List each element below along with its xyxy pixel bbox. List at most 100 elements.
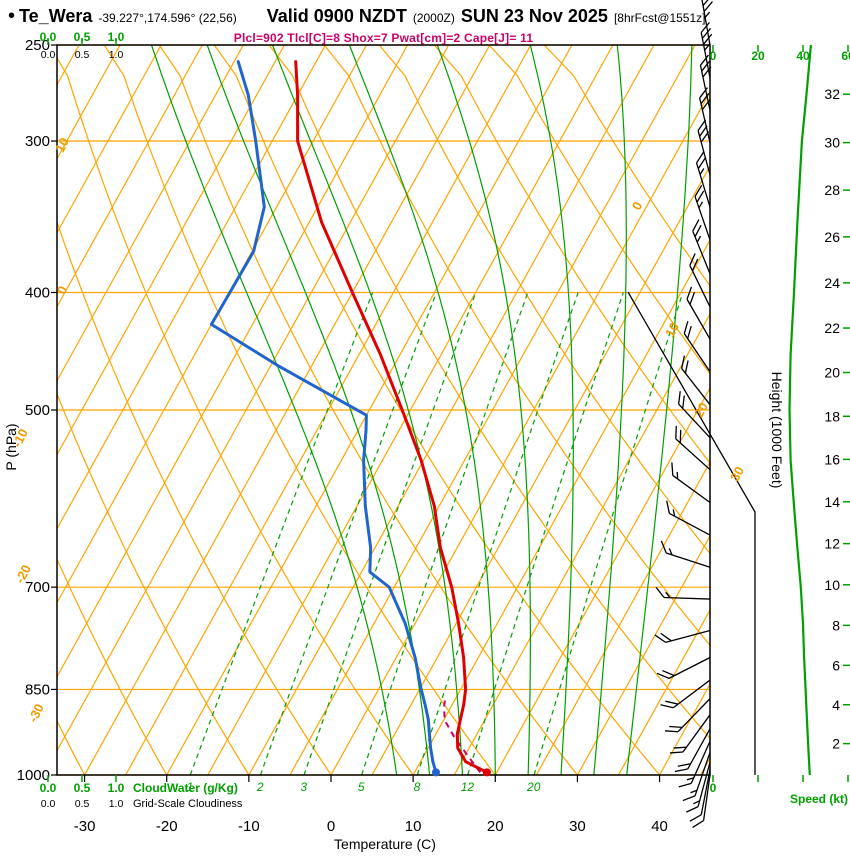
pressure-tick-label: 300	[25, 133, 50, 150]
pressure-tick-label: 500	[25, 402, 50, 419]
temperature-tick-label: 20	[487, 818, 504, 835]
svg-text:0: 0	[54, 283, 71, 296]
temperature-axis: -30 -20 -10 0 10 20 30 40 Temperature (C)	[74, 775, 668, 852]
station-coords: -39.227°,174.596° (22,56)	[98, 11, 237, 25]
cloudwater-tick-label: 1.0	[108, 781, 125, 795]
wind-barb	[695, 151, 711, 208]
cloudwater-tick-label: 0.5	[74, 781, 91, 795]
forecast-reference: [8hrFcst@1551z]	[613, 11, 706, 25]
svg-text:30: 30	[727, 464, 747, 484]
wind-barb	[697, 119, 711, 176]
data-boundary-line	[627, 291, 756, 775]
svg-text:0: 0	[629, 199, 646, 213]
wind-barb	[692, 219, 711, 274]
svg-text:-30: -30	[25, 701, 47, 725]
wind-barb	[689, 253, 711, 308]
wind-barb	[655, 586, 711, 600]
height-tick-label: 20	[824, 365, 840, 381]
height-tick-label: 4	[832, 697, 840, 713]
valid-date: SUN 23 Nov 2025	[460, 6, 608, 26]
height-axis-title: Height (1000 Feet)	[769, 372, 785, 489]
station-name: Te_Wera	[19, 6, 93, 26]
wind-barb	[686, 762, 711, 813]
sounding-indices: Plcl=902 Tlcl[C]=8 Shox=7 Pwat[cm]=2 Cap…	[233, 31, 534, 45]
parcel-curve	[442, 695, 482, 774]
temperature-tick-label: 40	[651, 818, 668, 835]
valid-time: Valid 0900 NZDT	[266, 6, 407, 26]
pressure-tick-label: 1000	[17, 767, 50, 784]
height-tick-label: 10	[824, 577, 840, 593]
wind-barb	[677, 391, 711, 439]
pressure-axis: 250 300 400 500 700 850 1000 P (hPa)	[3, 37, 57, 784]
height-tick-label: 26	[824, 229, 840, 245]
height-tick-label: 2	[832, 736, 840, 752]
speed-tick-label: 40	[796, 49, 810, 63]
temperature-tick-label: -30	[74, 818, 96, 835]
temperature-tick-label: -10	[238, 818, 260, 835]
cloudwater-axis-title: CloudWater (g/Kg)	[133, 781, 238, 795]
wind-barb	[682, 752, 711, 802]
temperature-tick-label: -20	[156, 818, 178, 835]
cloudwater-tick-label: 0.5	[74, 30, 91, 44]
wind-barb	[666, 500, 711, 536]
cloudiness-axis-title: Grid-Scale Cloudiness	[133, 798, 243, 810]
temperature-tick-label: 30	[569, 818, 586, 835]
mixing-ratio-label: 5	[358, 780, 365, 794]
wind-barb	[694, 184, 711, 241]
speed-profile-curve	[788, 44, 812, 776]
pressure-axis-title: P (hPa)	[3, 423, 19, 470]
valid-time-utc: (2000Z)	[412, 11, 455, 25]
surface-dewpoint-dot	[431, 768, 440, 777]
height-tick-label: 32	[824, 86, 840, 102]
wind-barb	[656, 656, 711, 679]
speed-axis-title: Speed (kt)	[790, 792, 848, 806]
height-tick-label: 6	[832, 657, 840, 673]
isotherm-lines	[57, 45, 710, 775]
height-tick-label: 14	[824, 494, 840, 510]
mixing-ratio-label: 12	[461, 780, 475, 794]
cloudiness-tick-label: 0.5	[75, 49, 90, 61]
cloudiness-tick-label: 0.0	[41, 798, 56, 810]
cloudiness-tick-label: 0.5	[75, 798, 90, 810]
speed-tick-label: 20	[751, 49, 765, 63]
height-tick-label: 8	[832, 617, 840, 633]
wind-barb	[660, 540, 711, 568]
isobar-lines	[57, 44, 710, 776]
cloudwater-tick-label: 1.0	[108, 30, 125, 44]
wind-barb	[669, 714, 711, 754]
dewpoint-curve	[209, 60, 440, 777]
pressure-tick-label: 250	[25, 37, 50, 54]
height-tick-label: 30	[824, 135, 840, 151]
wind-barbs	[654, 0, 713, 828]
speed-axis: 0 0 20 40 60 Speed (kt)	[710, 45, 850, 806]
wind-barb	[678, 741, 711, 788]
mixing-ratio-label: 3	[300, 780, 307, 794]
wind-barb	[689, 769, 711, 822]
wind-barb	[686, 286, 711, 340]
height-tick-label: 12	[824, 536, 840, 552]
wind-barb	[699, 54, 712, 111]
wind-barb	[671, 462, 711, 504]
title-bar: • Te_Wera -39.227°,174.596° (22,56) Vali…	[0, 6, 850, 27]
cloudwater-tick-label: 0.0	[40, 30, 57, 44]
speed-tick-label: 0	[710, 781, 717, 795]
temperature-axis-title: Temperature (C)	[334, 836, 436, 852]
pressure-tick-label: 850	[25, 681, 50, 698]
speed-tick-label: 60	[841, 49, 850, 63]
mixing-ratio-lines	[189, 292, 684, 775]
pressure-tick-label: 700	[25, 579, 50, 596]
temperature-tick-label: 0	[327, 818, 335, 835]
height-tick-label: 18	[824, 408, 840, 424]
cloudiness-scale: 0.0 0.0 0.5 0.5 1.0 1.0 Grid-Scale Cloudiness	[41, 49, 243, 810]
svg-text:20: 20	[691, 400, 711, 420]
mixing-ratio-label: 20	[526, 780, 541, 794]
wind-barb	[692, 774, 711, 828]
wind-barb	[654, 629, 711, 644]
height-tick-label: 24	[824, 275, 840, 291]
pressure-tick-label: 400	[25, 284, 50, 301]
wind-barb	[660, 679, 711, 709]
cloudwater-tick-label: 0.0	[40, 781, 57, 795]
